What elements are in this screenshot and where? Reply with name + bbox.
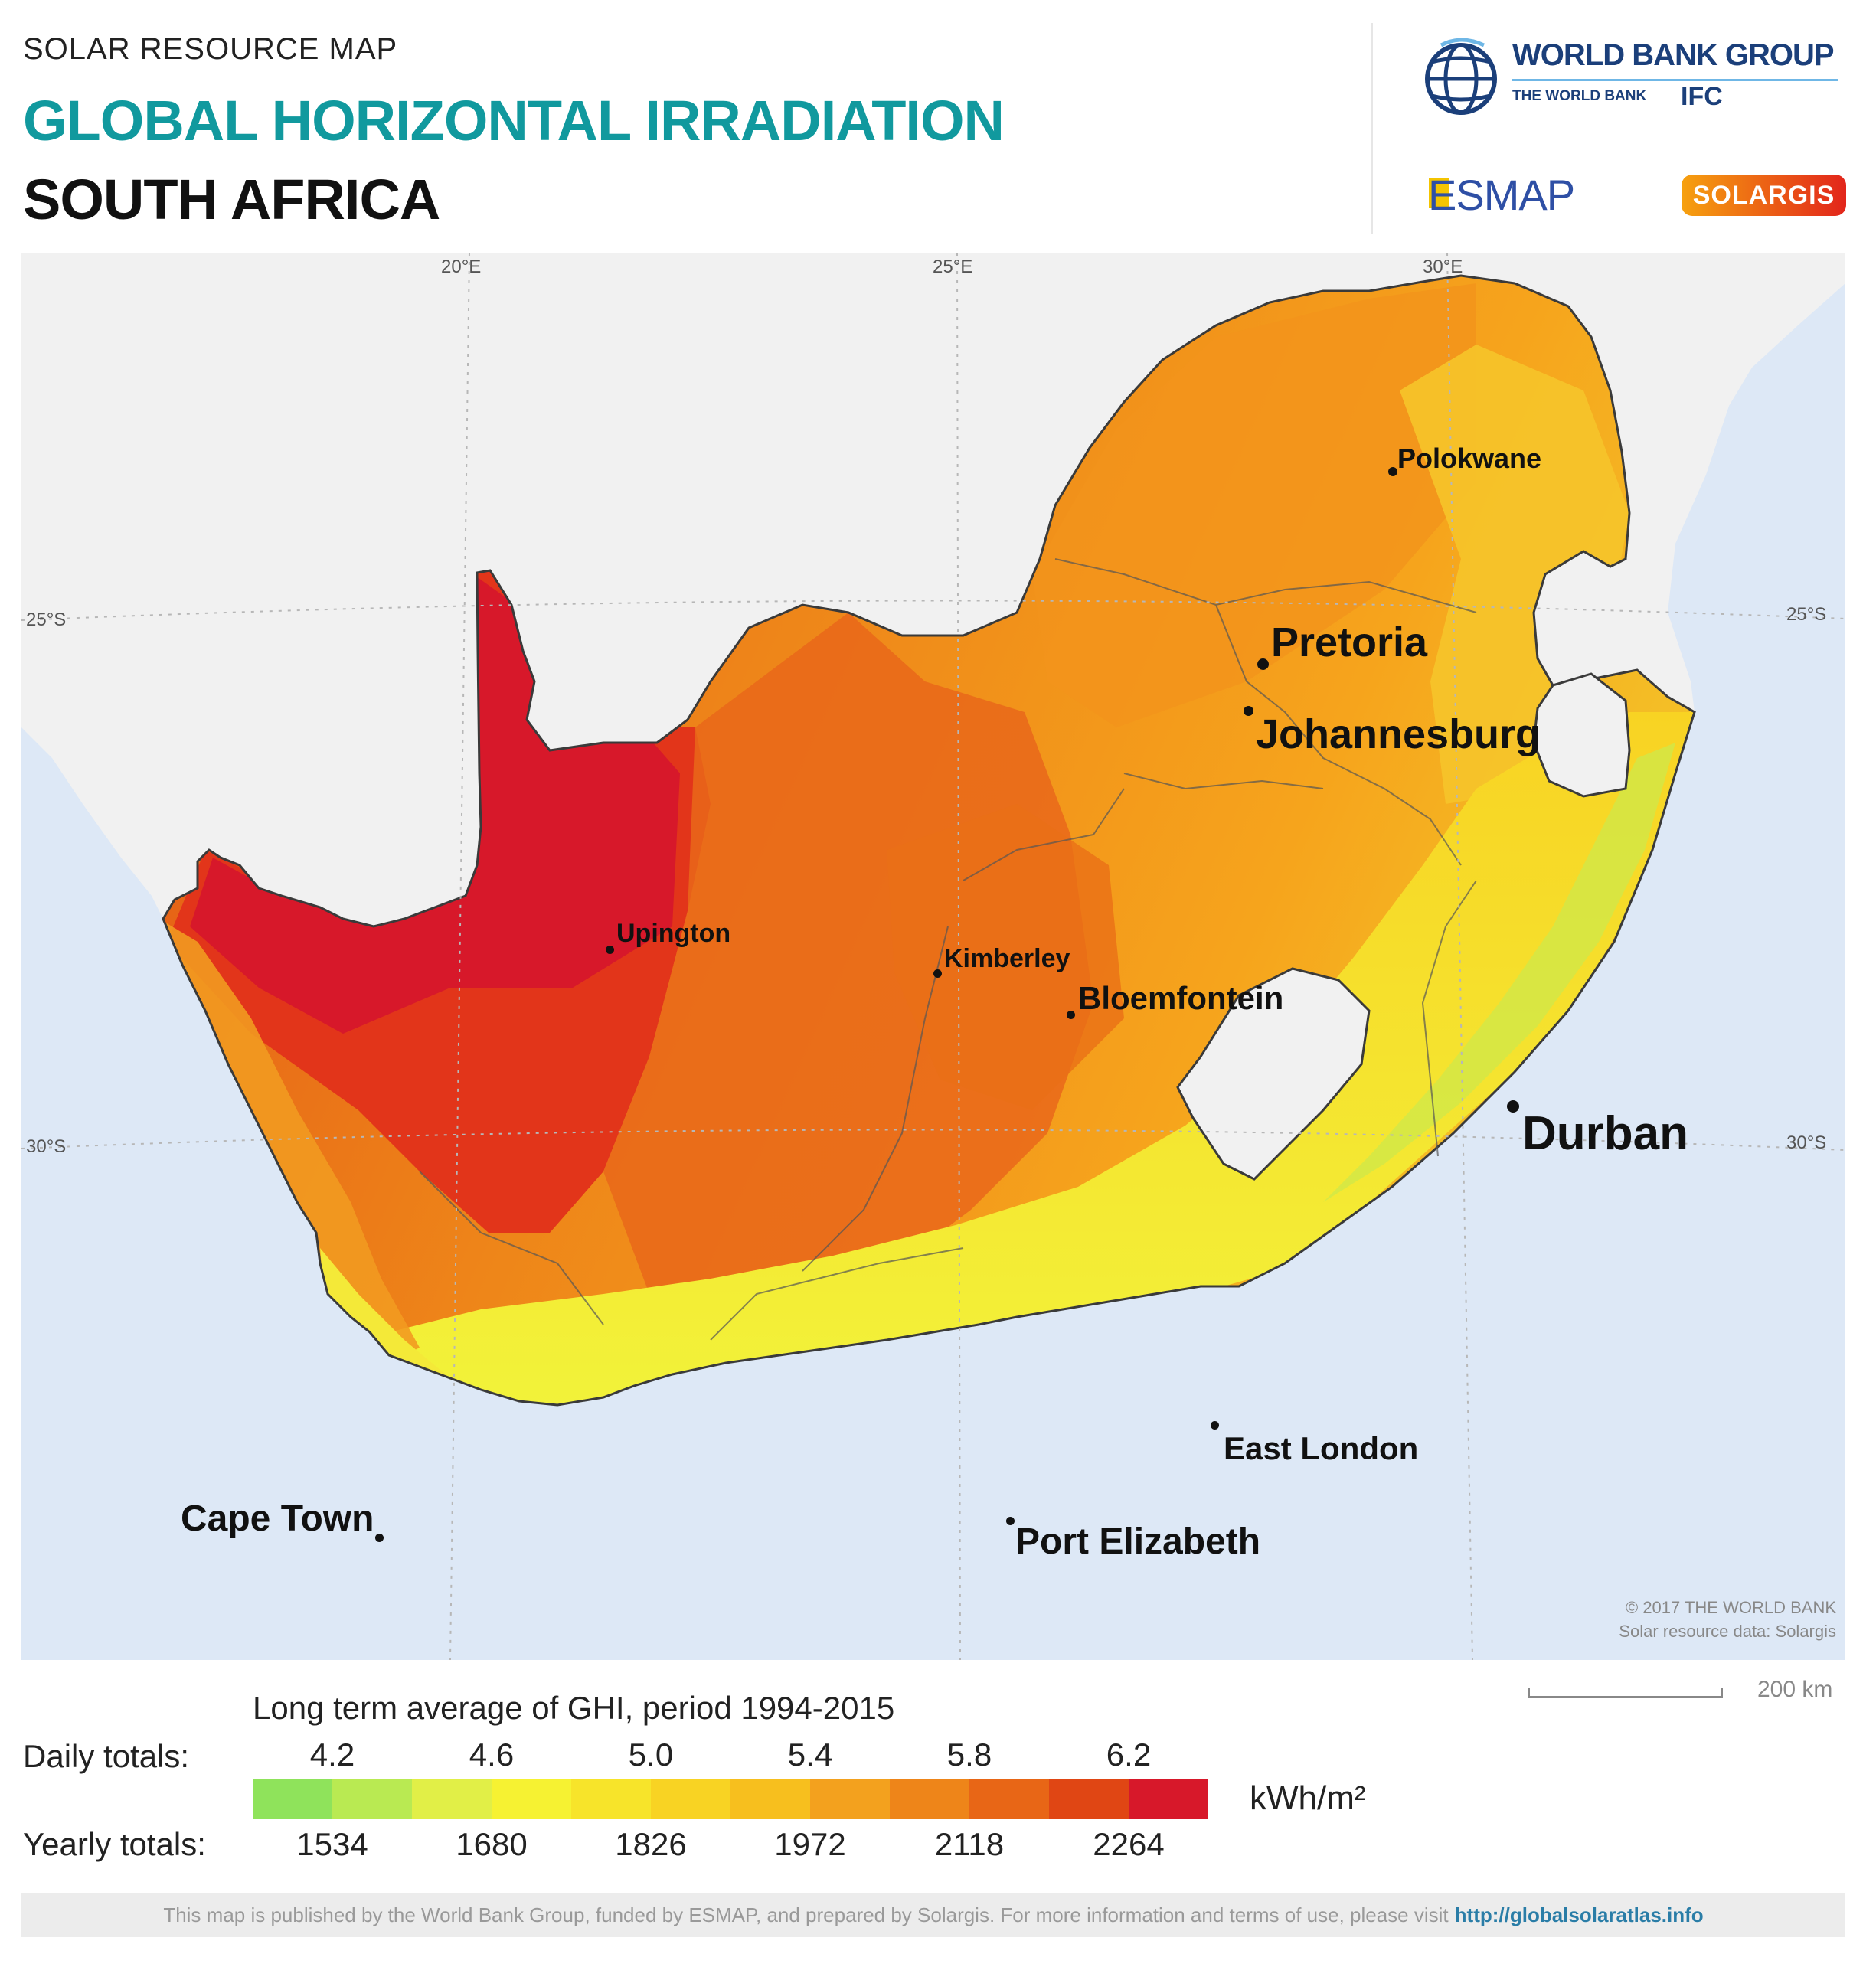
esmap-logo: ESMAP	[1428, 171, 1575, 219]
irradiation-map: 20°E 25°E 30°E 25°S 25°S 30°S 30°S	[21, 253, 1845, 1660]
footer-disclaimer: This map is published by the World Bank …	[21, 1893, 1845, 1937]
legend-daily-tick: 4.2	[309, 1737, 355, 1773]
city-label-kimberley: Kimberley	[944, 944, 1070, 973]
map-panel: 20°E 25°E 30°E 25°S 25°S 30°S 30°S Polok…	[21, 253, 1845, 1660]
city-dot-upington	[606, 946, 614, 954]
the-world-bank-text: THE WORLD BANK	[1512, 88, 1647, 104]
legend-swatch	[253, 1779, 332, 1819]
footer-text: This map is published by the World Bank …	[163, 1903, 1449, 1926]
scale-bar-line	[1528, 1688, 1723, 1698]
city-label-cape-town: Cape Town	[181, 1498, 374, 1539]
legend-yearly-tick: 1972	[774, 1826, 846, 1862]
legend-swatch	[1049, 1779, 1129, 1819]
legend-swatch	[651, 1779, 730, 1819]
legend-yearly-tick: 1680	[456, 1826, 528, 1862]
eswatini	[1532, 672, 1631, 798]
legend-swatch	[332, 1779, 412, 1819]
map-header: SOLAR RESOURCE MAP GLOBAL HORIZONTAL IRR…	[0, 0, 1876, 253]
logo-rule	[1512, 79, 1838, 81]
legend-yearly-tick: 1534	[296, 1826, 368, 1862]
city-label-port-elizabeth: Port Elizabeth	[1015, 1521, 1261, 1562]
legend-yearly-tick: 2264	[1093, 1826, 1165, 1862]
city-label-polokwane: Polokwane	[1397, 443, 1542, 474]
city-dot-east-london	[1211, 1421, 1219, 1430]
legend-daily-tick: 6.2	[1106, 1737, 1152, 1773]
data-source-line: Solar resource data: Solargis	[1619, 1622, 1836, 1641]
city-label-durban: Durban	[1522, 1107, 1688, 1160]
scale-bar-label: 200 km	[1757, 1677, 1833, 1702]
legend-yearly-label: Yearly totals:	[23, 1826, 206, 1862]
city-dot-polokwane	[1388, 467, 1397, 476]
world-bank-group-text: WORLD BANK GROUP	[1512, 38, 1835, 72]
header-divider	[1371, 23, 1373, 234]
legend-unit: kWh/m²	[1250, 1779, 1366, 1817]
city-label-east-london: East London	[1224, 1430, 1419, 1466]
legend-daily-label: Daily totals:	[23, 1738, 190, 1774]
lon-label-20e: 20°E	[441, 256, 481, 277]
city-dot-johannesburg	[1244, 706, 1253, 716]
map-country: SOUTH AFRICA	[23, 168, 440, 231]
south-africa-ghi-surface	[163, 276, 1695, 1405]
globe-icon	[1425, 38, 1497, 115]
city-dot-durban	[1507, 1100, 1519, 1113]
province-borders	[419, 558, 1477, 1341]
legend-color-ramp	[253, 1779, 1208, 1819]
legend-yearly-tick: 2118	[934, 1826, 1005, 1862]
city-label-pretoria: Pretoria	[1271, 619, 1428, 665]
ifc-text: IFC	[1681, 82, 1723, 111]
lon-label-25e: 25°E	[933, 256, 972, 277]
lat-label-25s: 25°S	[26, 609, 66, 630]
legend-title: Long term average of GHI, period 1994-20…	[253, 1690, 895, 1726]
legend-swatch	[1129, 1779, 1208, 1819]
city-dot-cape-town	[375, 1534, 384, 1542]
legend-swatch	[890, 1779, 969, 1819]
legend-swatch	[810, 1779, 890, 1819]
lat-label-30s-right: 30°S	[1786, 1132, 1826, 1153]
city-dot-pretoria	[1257, 658, 1269, 670]
city-dot-port-elizabeth	[1006, 1517, 1015, 1525]
esmap-mark-icon	[1429, 178, 1449, 208]
world-bank-logo: WORLD BANK GROUP THE WORLD BANK IFC	[1424, 34, 1853, 126]
legend-swatch	[412, 1779, 492, 1819]
legend-daily-tick: 5.0	[628, 1737, 674, 1773]
city-dot-kimberley	[933, 969, 942, 978]
lon-label-30e: 30°E	[1423, 256, 1463, 277]
copyright-line: © 2017 THE WORLD BANK	[1626, 1598, 1836, 1617]
solargis-logo: SOLARGIS	[1682, 175, 1846, 216]
legend-yearly-tick: 1826	[615, 1826, 687, 1862]
lat-label-25s-right: 25°S	[1786, 604, 1826, 625]
city-label-johannesburg: Johannesburg	[1256, 711, 1541, 757]
graticule	[21, 253, 1845, 1660]
legend-swatch	[969, 1779, 1049, 1819]
graticule-labels: 20°E 25°E 30°E 25°S 25°S 30°S 30°S	[26, 256, 1826, 1157]
city-dot-bloemfontein	[1067, 1011, 1075, 1019]
legend-swatch	[730, 1779, 810, 1819]
neighbour-land	[21, 253, 1845, 926]
legend-daily-tick: 5.4	[787, 1737, 833, 1773]
lat-label-30s: 30°S	[26, 1136, 66, 1157]
lesotho	[1176, 967, 1371, 1181]
legend-daily-tick: 5.8	[946, 1737, 992, 1773]
city-label-upington: Upington	[616, 919, 731, 948]
legend-swatch	[492, 1779, 571, 1819]
legend-swatch	[571, 1779, 651, 1819]
footer-link[interactable]: http://globalsolaratlas.info	[1454, 1903, 1704, 1926]
scale-bar: 200 km	[1528, 1677, 1845, 1707]
map-copyright: © 2017 THE WORLD BANK Solar resource dat…	[1619, 1596, 1836, 1643]
map-kicker: SOLAR RESOURCE MAP	[23, 32, 398, 66]
legend-daily-tick: 4.6	[469, 1737, 515, 1773]
city-label-bloemfontein: Bloemfontein	[1078, 980, 1284, 1016]
map-title: GLOBAL HORIZONTAL IRRADIATION	[23, 89, 1005, 152]
